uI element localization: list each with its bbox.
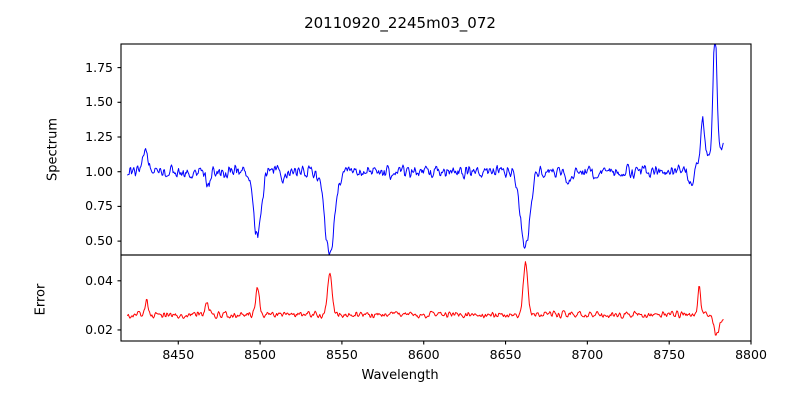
chart-title: 20110920_2245m03_072 [304, 14, 496, 32]
x-tick-label: 8600 [407, 347, 440, 362]
y-tick-label-spectrum: 1.50 [85, 94, 113, 110]
y-tick-label-spectrum: 1.75 [85, 59, 113, 75]
x-tick-label: 8450 [162, 347, 195, 362]
y-tick-label-spectrum: 0.75 [85, 198, 113, 214]
x-tick-label: 8500 [244, 347, 276, 362]
axes-frame-error [120, 254, 752, 342]
y-tick-label-spectrum: 0.50 [85, 233, 113, 249]
data-line-spectrum [127, 44, 724, 255]
x-tick-label: 8650 [489, 347, 522, 362]
x-axis-label: Wavelength [361, 368, 439, 383]
data-line-error [127, 261, 724, 336]
y-tick-label-spectrum: 1.00 [85, 163, 113, 179]
y-tick-label-spectrum: 1.25 [85, 129, 113, 144]
axes-frame-spectrum [120, 43, 752, 256]
y-tick-label-error: 0.04 [85, 272, 113, 288]
x-tick-label: 8700 [571, 347, 604, 362]
x-tick-label: 8550 [326, 347, 358, 362]
x-tick-label: 8750 [653, 347, 686, 362]
x-tick-label: 8800 [735, 347, 767, 362]
y-tick-label-error: 0.02 [85, 321, 113, 337]
